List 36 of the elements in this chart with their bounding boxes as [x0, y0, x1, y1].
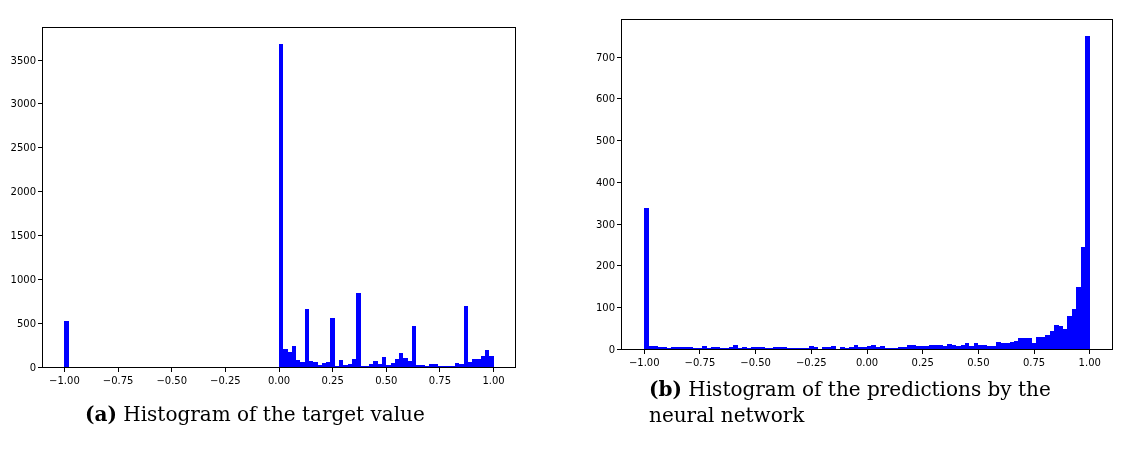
x-tick-label: 0.50: [967, 357, 990, 369]
x-tick-label: 1.00: [1078, 357, 1101, 369]
y-tick-label: 300: [595, 218, 615, 230]
x-tick-label: −1.00: [628, 357, 660, 369]
x-tick-label: −0.75: [684, 357, 716, 369]
x-tick-label: 0.25: [911, 357, 934, 369]
y-tick-label: 0: [608, 343, 615, 355]
y-tick-label: 1000: [10, 273, 36, 285]
y-tick-label: 500: [595, 135, 615, 147]
y-tick-label: 100: [595, 302, 615, 314]
y-tick-label: 600: [595, 93, 615, 105]
x-tick-label: −0.50: [156, 375, 188, 387]
y-tick-label: 2000: [10, 186, 36, 198]
y-tick-label: 0: [29, 361, 36, 373]
y-tick-label: 200: [595, 260, 615, 272]
y-tick-label: 2500: [10, 142, 36, 154]
x-tick-label: 0.00: [855, 357, 879, 369]
x-tick-label: −1.00: [49, 375, 80, 387]
x-tick-label: 0.75: [428, 375, 452, 387]
y-tick-label: 3000: [10, 98, 36, 110]
text: (a) Histogram of the target value: [85, 402, 425, 426]
x-tick-label: 0.25: [321, 375, 344, 387]
x-tick-label: 0.00: [267, 375, 291, 387]
y-tick-label: 700: [595, 51, 615, 63]
x-tick-label: 0.50: [375, 375, 398, 387]
y-tick-label: 1500: [10, 230, 36, 241]
y-tick-label: 400: [595, 176, 615, 188]
text: (b) Histogram of the predictions by the neural network: [649, 377, 1051, 427]
y-tick-label: 500: [16, 317, 36, 329]
x-tick-label: −0.25: [795, 357, 827, 369]
x-tick-label: 1.00: [482, 375, 505, 387]
y-tick-label: 3500: [10, 54, 36, 66]
x-tick-label: −0.75: [102, 375, 134, 387]
x-tick-label: −0.25: [210, 375, 241, 387]
x-tick-label: −0.50: [740, 357, 771, 369]
x-tick-label: 0.75: [1022, 357, 1046, 369]
